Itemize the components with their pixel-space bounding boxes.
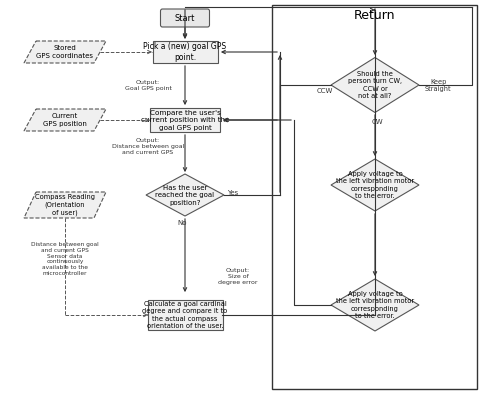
Text: Calculate a goal cardinal
degree and compare it to
the actual compass
orientatio: Calculate a goal cardinal degree and com… xyxy=(142,301,227,329)
Text: Compare the user's
current position with the
goal GPS point: Compare the user's current position with… xyxy=(141,110,229,130)
Polygon shape xyxy=(24,41,106,63)
Text: Output:
Size of
degree error: Output: Size of degree error xyxy=(218,268,258,284)
Polygon shape xyxy=(331,58,419,113)
Text: Apply voltage to
the left vibration motor
corresponding
to the error.: Apply voltage to the left vibration moto… xyxy=(336,171,414,199)
Text: Distance between goal
and current GPS
Sensor data
continuously
available to the
: Distance between goal and current GPS Se… xyxy=(31,242,99,276)
Text: Start: Start xyxy=(175,13,195,22)
Text: Current
GPS position: Current GPS position xyxy=(43,113,87,127)
Text: Has the user
reached the goal
position?: Has the user reached the goal position? xyxy=(155,184,214,206)
Polygon shape xyxy=(331,279,419,331)
Text: Keep
Straight: Keep Straight xyxy=(425,78,452,91)
Text: Yes: Yes xyxy=(227,190,238,196)
Bar xyxy=(148,300,223,330)
Polygon shape xyxy=(331,159,419,211)
Polygon shape xyxy=(24,109,106,131)
Bar xyxy=(152,41,217,63)
Text: Pick a (new) goal GPS
point.: Pick a (new) goal GPS point. xyxy=(143,42,227,62)
Text: CCW: CCW xyxy=(317,88,333,94)
Text: Output:
Goal GPS point: Output: Goal GPS point xyxy=(124,80,171,91)
Polygon shape xyxy=(24,192,106,218)
Text: Compass Reading
(Orientation
of user): Compass Reading (Orientation of user) xyxy=(35,194,95,216)
Polygon shape xyxy=(146,174,224,216)
Text: Output:
Distance between goal
and current GPS: Output: Distance between goal and curren… xyxy=(112,138,184,154)
Text: Apply voltage to
the left vibration motor
corresponding
to the error.: Apply voltage to the left vibration moto… xyxy=(336,291,414,319)
Text: Return: Return xyxy=(354,9,395,22)
Text: Stored
GPS coordinates: Stored GPS coordinates xyxy=(36,45,93,59)
Text: CW: CW xyxy=(371,119,383,125)
Bar xyxy=(272,5,477,389)
Text: No: No xyxy=(177,220,187,226)
Text: Should the
person turn CW,
CCW or
not at all?: Should the person turn CW, CCW or not at… xyxy=(348,71,402,99)
Bar xyxy=(150,108,220,132)
FancyBboxPatch shape xyxy=(161,9,210,27)
